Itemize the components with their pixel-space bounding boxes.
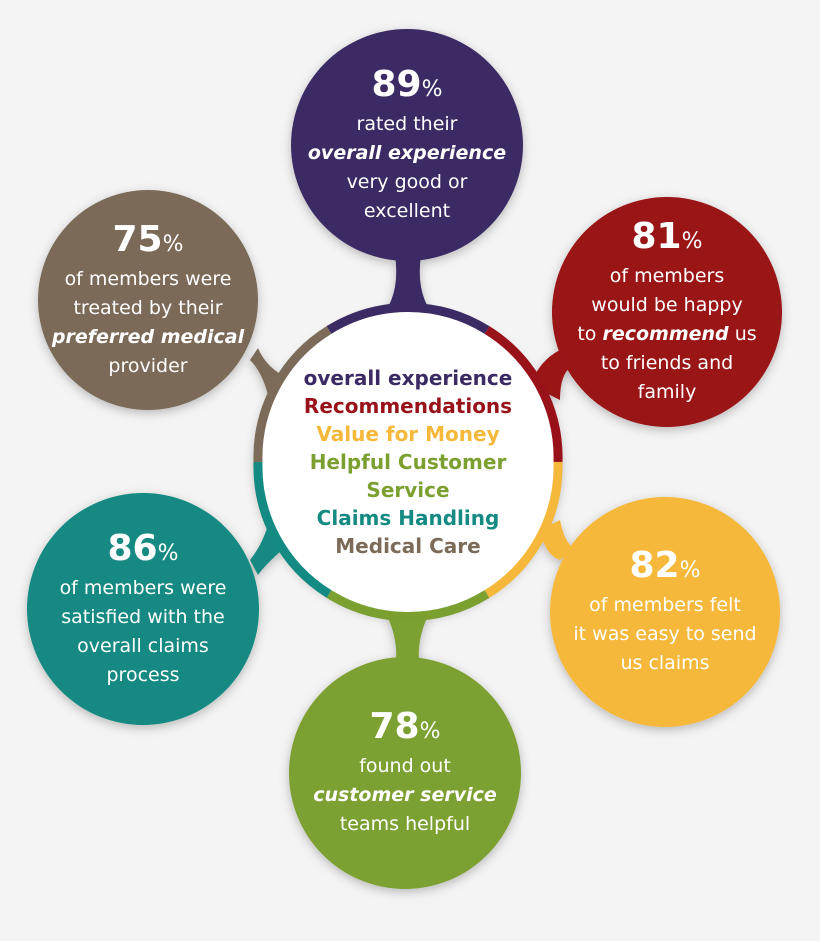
text-line: family [637,381,697,403]
bubble-bg-green [289,657,521,889]
text-line: customer service [313,784,497,806]
text-line: overall claims [77,634,209,657]
text-line: provider [108,354,188,377]
text-line: found out [359,755,451,777]
text-line: of members were [64,267,232,290]
text-line: of members [609,265,725,287]
text-line: very good or [346,170,468,193]
bubble-value-for-money: 82% of members felt it was easy to send … [550,497,780,727]
bubble-medical-care: 75% of members were treated by their pre… [38,190,258,410]
text-line: process [106,663,180,686]
text-line: preferred medical [51,325,245,348]
bubble-overall-experience: 89% rated their overall experience very … [291,29,523,261]
connector-purple [385,255,431,312]
bubble-bg-red [552,197,782,427]
center-ring [253,303,563,621]
bubble-bg-yellow [550,497,780,727]
bubble-customer-service: 78% found out customer service teams hel… [289,657,521,889]
percentage: 89% [371,63,443,105]
bubble-bg-teal [27,493,259,725]
text-line: rated their [356,112,458,135]
legend-recommendations: Recommendations [303,394,513,418]
text-line: of members were [59,576,227,599]
text-line: us claims [620,652,710,674]
text-line: excellent [363,199,451,222]
legend-value-for-money: Value for Money [316,422,500,446]
center-legend: overall experience Recommendations Value… [258,312,558,612]
percentage: 82% [629,545,701,586]
bubble-bg-purple [291,29,523,261]
text-line: it was easy to send [573,623,757,645]
percentage: 86% [107,527,179,569]
percentage: 81% [631,216,703,257]
text-line: to friends and [600,352,734,374]
text-line: of members felt [589,594,741,616]
bubble-bg-brown [38,190,258,410]
legend-claims-handling: Claims Handling [316,506,500,530]
bubble-recommendations: 81% of members would be happy to recomme… [552,197,782,427]
text-line: treated by their [73,296,223,319]
text-line: teams helpful [339,813,471,835]
percentage: 75% [112,218,184,260]
center-circle [254,308,562,616]
percentage: 78% [369,706,441,747]
legend-helpful-customer-service: Helpful Customer Service [309,450,507,502]
legend-overall-experience: overall experience [303,366,513,390]
text-line: satisfied with the [61,605,225,628]
text-line: would be happy [591,294,743,316]
text-line: overall experience [307,141,507,164]
legend-medical-care: Medical Care [335,534,481,558]
text-line: to recommend us [577,323,757,345]
bubble-claims-handling: 86% of members were satisfied with the o… [27,493,259,725]
connector-green [385,612,430,670]
